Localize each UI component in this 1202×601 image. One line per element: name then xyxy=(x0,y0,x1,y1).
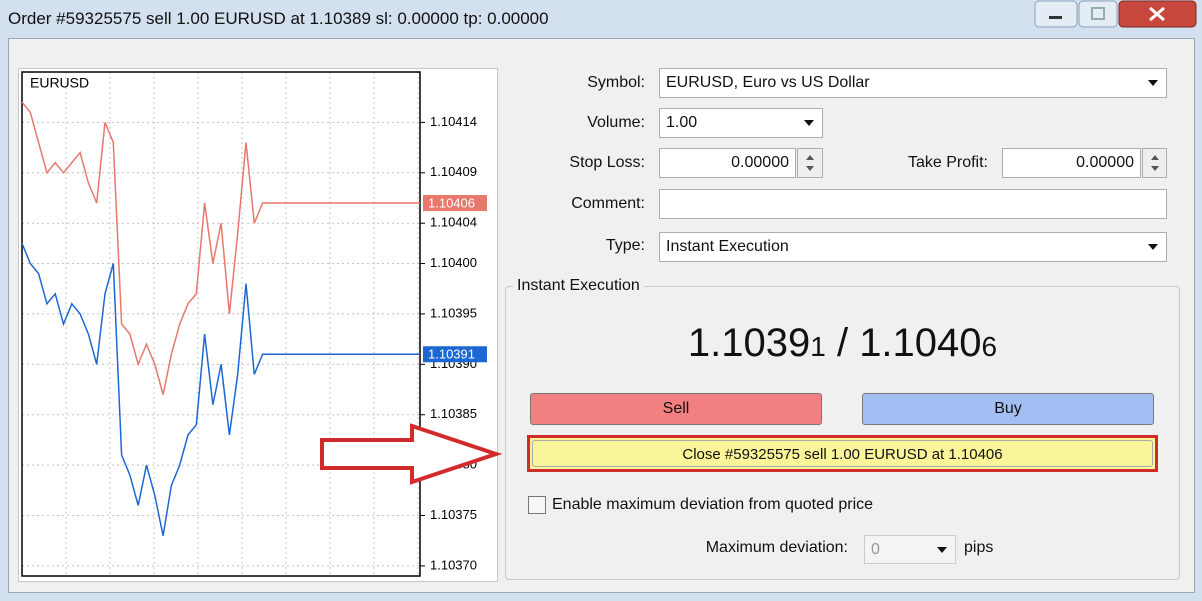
bid-price: 1.1039 xyxy=(687,321,811,365)
stop-loss-label: Stop Loss: xyxy=(569,154,645,171)
take-profit-spinner[interactable] xyxy=(1142,148,1167,178)
close-order-button[interactable]: Close #59325575 sell 1.00 EURUSD at 1.10… xyxy=(532,440,1153,467)
deviation-checkbox-label: Enable maximum deviation from quoted pri… xyxy=(552,496,874,513)
symbol-select[interactable]: EURUSD, Euro vs US Dollar xyxy=(659,68,1167,98)
bid-pip: 1 xyxy=(810,331,826,362)
quote: 1.10391 / 1.10406 xyxy=(505,318,1180,372)
group-title: Instant Execution xyxy=(513,276,644,296)
maximize-icon xyxy=(1091,7,1105,20)
chart-panel xyxy=(18,68,498,582)
comment-label: Comment: xyxy=(571,195,645,212)
window-controls xyxy=(1034,0,1197,28)
ask-pip: 6 xyxy=(981,331,998,362)
quote-separator: / xyxy=(836,321,849,365)
stop-loss-spinner[interactable] xyxy=(797,148,823,178)
symbol-label: Symbol: xyxy=(587,74,645,91)
volume-select[interactable]: 1.00 xyxy=(659,108,823,138)
volume-label: Volume: xyxy=(587,114,645,131)
comment-input[interactable] xyxy=(659,189,1167,219)
sell-button[interactable]: Sell xyxy=(530,393,822,425)
type-select[interactable]: Instant Execution xyxy=(659,232,1167,262)
group-box xyxy=(505,286,1180,580)
buy-button[interactable]: Buy xyxy=(862,393,1154,425)
take-profit-label: Take Profit: xyxy=(907,154,988,171)
max-deviation-label: Maximum deviation: xyxy=(705,539,848,556)
type-label: Type: xyxy=(605,237,645,254)
ask-price: 1.1040 xyxy=(859,321,982,365)
minimize-button[interactable] xyxy=(1034,0,1078,28)
close-icon xyxy=(1149,6,1165,22)
minimize-icon xyxy=(1049,16,1062,19)
take-profit-input[interactable]: 0.00000 xyxy=(1002,148,1141,178)
maximize-button xyxy=(1078,0,1118,28)
stop-loss-input[interactable]: 0.00000 xyxy=(659,148,796,178)
deviation-checkbox[interactable] xyxy=(528,496,546,514)
close-highlight xyxy=(527,435,1158,472)
window-title: Order #59325575 sell 1.00 EURUSD at 1.10… xyxy=(8,9,549,28)
max-deviation-select: 0 xyxy=(864,535,956,564)
pips-label: pips xyxy=(964,539,994,556)
